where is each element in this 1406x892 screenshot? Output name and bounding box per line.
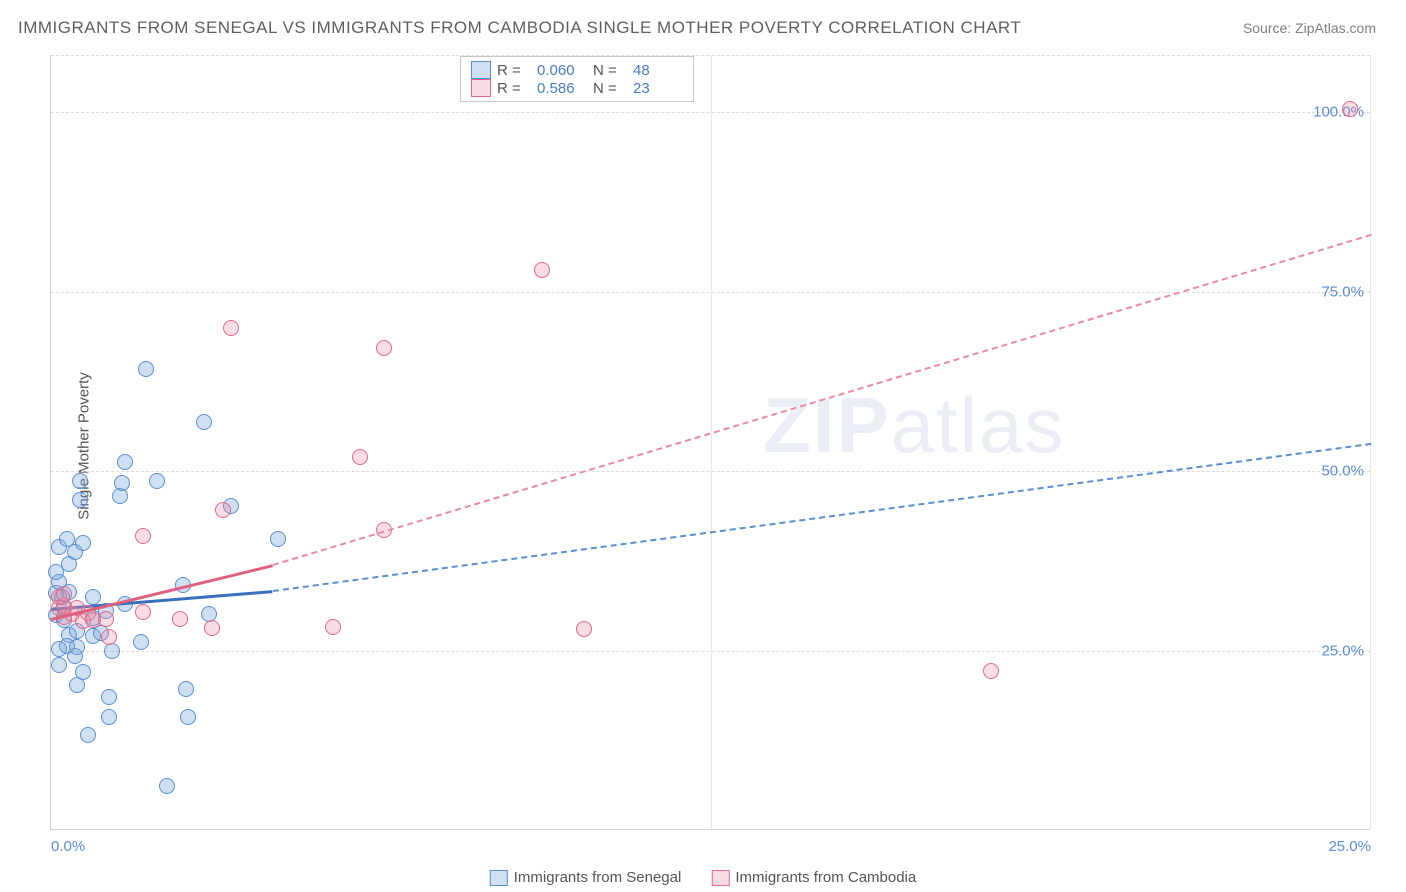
data-point [80,727,96,743]
legend-r-value: 0.586 [537,80,587,97]
legend-swatch [471,79,491,97]
y-tick-label: 75.0% [1321,283,1364,300]
legend-n-label: N = [593,62,627,79]
data-point [215,502,231,518]
legend-r-value: 0.060 [537,62,587,79]
x-tick-label: 0.0% [51,838,85,855]
legend-r-label: R = [497,62,531,79]
data-point [56,586,72,602]
y-tick-label: 50.0% [1321,463,1364,480]
data-point [135,604,151,620]
data-point [101,709,117,725]
legend-r-label: R = [497,80,531,97]
legend-series-label: Immigrants from Cambodia [735,869,916,886]
legend-swatch [490,870,508,886]
data-point [172,611,188,627]
data-point [1342,101,1358,117]
data-point [72,473,88,489]
legend-series-label: Immigrants from Senegal [514,869,682,886]
y-tick-label: 25.0% [1321,642,1364,659]
legend-n-label: N = [593,80,627,97]
data-point [204,620,220,636]
legend-statistics: R = 0.060 N = 48 R = 0.586 N = 23 [460,56,694,102]
legend-series: Immigrants from Senegal Immigrants from C… [490,869,916,886]
data-point [51,641,67,657]
legend-n-value: 23 [633,80,683,97]
gridline-vertical [711,55,712,829]
data-point [133,634,149,650]
data-point [223,320,239,336]
source-attribution: Source: ZipAtlas.com [1243,20,1376,36]
data-point [352,449,368,465]
scatter-plot: ZIPatlas 25.0%50.0%75.0%100.0%0.0%25.0% [50,55,1370,830]
data-point [376,340,392,356]
data-point [114,475,130,491]
watermark: ZIPatlas [763,380,1065,471]
data-point [178,681,194,697]
source-label: Source: [1243,20,1291,36]
trend-line [273,442,1372,591]
data-point [325,619,341,635]
data-point [101,629,117,645]
source-link[interactable]: ZipAtlas.com [1295,20,1376,36]
data-point [101,689,117,705]
data-point [138,361,154,377]
legend-swatch [471,61,491,79]
data-point [98,611,114,627]
data-point [59,531,75,547]
legend-stat-row: R = 0.586 N = 23 [471,79,683,97]
data-point [149,473,165,489]
data-point [69,639,85,655]
data-point [104,643,120,659]
data-point [180,709,196,725]
legend-series-item: Immigrants from Senegal [490,869,682,886]
data-point [270,531,286,547]
legend-stat-row: R = 0.060 N = 48 [471,61,683,79]
data-point [51,657,67,673]
legend-n-value: 48 [633,62,683,79]
chart-title: IMMIGRANTS FROM SENEGAL VS IMMIGRANTS FR… [18,18,1021,38]
x-tick-label: 25.0% [1328,838,1371,855]
data-point [534,262,550,278]
data-point [69,677,85,693]
data-point [576,621,592,637]
legend-series-item: Immigrants from Cambodia [711,869,916,886]
data-point [75,535,91,551]
data-point [117,454,133,470]
data-point [135,528,151,544]
data-point [85,589,101,605]
data-point [983,663,999,679]
data-point [72,492,88,508]
data-point [196,414,212,430]
legend-swatch [711,870,729,886]
data-point [159,778,175,794]
